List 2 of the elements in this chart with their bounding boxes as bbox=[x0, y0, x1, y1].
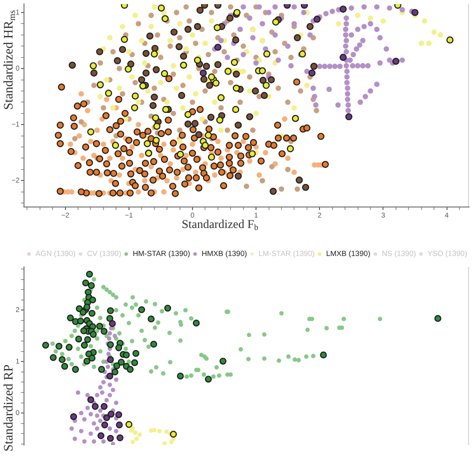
y-axis-title: Standardized RP bbox=[0, 364, 16, 452]
x-axis-title: Standardized F$_{b}$ bbox=[182, 217, 258, 232]
